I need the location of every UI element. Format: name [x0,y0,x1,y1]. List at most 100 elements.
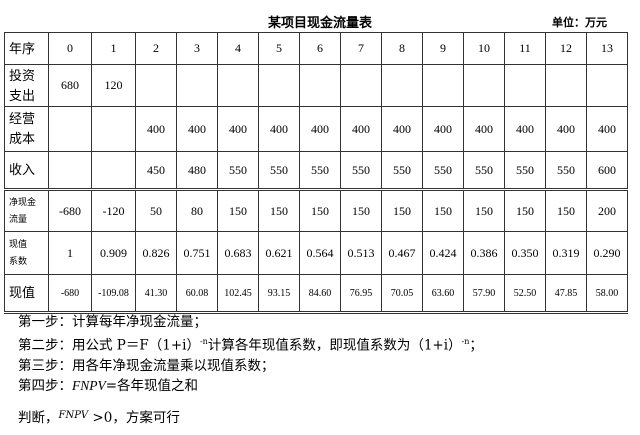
table-cell: 0 [48,32,92,65]
row-label-cell: 现值 [4,274,49,313]
step-2-text: 第二步：用公式 P＝F（1+i） [18,337,200,354]
table-cell: 0.621 [258,231,300,275]
table-cell [381,64,423,107]
table-cell: 63.60 [422,274,464,313]
table-cell: 150 [504,188,546,232]
table-row: 收入 450 480 550 550 550 550 550 550 550 550 550 600 [4,151,628,190]
table-cell [48,151,92,190]
table-title: 某项目现金流量表 [267,16,372,31]
judgement: 判断，FNPV >0，方案可行 [18,406,180,426]
table-cell: 400 [381,106,423,152]
table-cell: 0.467 [381,231,423,275]
row-label-cell: 净现金流量 [4,188,49,232]
table-cell: 93.15 [258,274,300,313]
table-cell: 47.85 [545,274,587,313]
step-4: 第四步：FNPV=各年现值之和 [18,376,483,396]
table-cell: 550 [299,151,341,190]
table-cell: 70.05 [381,274,423,313]
table-cell: 400 [586,106,628,152]
table-cell: 550 [381,151,423,190]
row-label-cell: 现值系数 [4,231,49,275]
table-cell: 60.08 [176,274,218,313]
row-label: 经营成本 [9,111,36,146]
table-cell: 58.00 [586,274,628,313]
table-cell: 9 [422,32,464,65]
table-cell: 400 [258,106,300,152]
table-cell: 7 [340,32,382,65]
unit-label: 单位：万元 [552,16,607,29]
table-cell [258,64,300,107]
table-cell: 150 [545,188,587,232]
table-cell [340,64,382,107]
table-cell: 0.319 [545,231,587,275]
table-cell [176,64,218,107]
table-cell: 12 [545,32,587,65]
table-cell: 76.95 [340,274,382,313]
table-cell: 150 [340,188,382,232]
step-1: 第一步：计算每年净现金流量； [18,314,207,330]
row-label: 年序 [9,40,36,56]
table-cell: 550 [463,151,505,190]
table-cell: 150 [463,188,505,232]
table-cell: 120 [91,64,136,107]
table-cell: 1 [91,32,136,65]
table-cell: 6 [299,32,341,65]
table-cell: 8 [381,32,423,65]
table-cell: 0.564 [299,231,341,275]
table-cell: 400 [176,106,218,152]
table-row: 经营成本 400 400 400 400 400 400 400 400 400 400 400 400 [4,106,628,152]
exponent: -n [199,337,208,346]
table-cell: 200 [586,188,628,232]
table-cell [48,106,92,152]
table-cell: 150 [299,188,341,232]
row-label-cell: 年序 [4,32,49,65]
table-cell: 41.30 [135,274,177,313]
exponent: -n [461,337,470,346]
judgement-text: 判断， [18,410,59,426]
table-cell: 0.513 [340,231,382,275]
table-cell: -120 [91,188,136,232]
table-cell: 11 [504,32,546,65]
table-cell: 400 [422,106,464,152]
table-cell [217,64,259,107]
table-cell: 150 [258,188,300,232]
table-cell: 0.683 [217,231,259,275]
table-cell: 2 [135,32,177,65]
step-3: 第三步：用各年净现金流量乘以现值系数； [18,357,275,374]
row-label-cell: 经营成本 [4,106,49,152]
table-cell: -680 [48,274,92,313]
step-4-text: 第四步： [18,377,72,394]
step-2-text: 计算各年现值系数，即现值系数为（1+i） [207,337,462,354]
table-cell [299,64,341,107]
row-label: 现值 [9,285,36,300]
table-cell: 13 [586,32,628,65]
table-cell: 3 [176,32,218,65]
table-cell: 150 [381,188,423,232]
table-cell: 400 [299,106,341,152]
table-cell: 550 [504,151,546,190]
table-cell: 550 [545,151,587,190]
table-cell: 400 [463,106,505,152]
table-cell: 550 [340,151,382,190]
table-cell [91,151,136,190]
row-label-cell: 收入 [4,151,49,190]
table-cell: 400 [545,106,587,152]
table-cell: 0.424 [422,231,464,275]
table-cell [91,106,136,152]
table-cell [586,64,628,107]
table-row: 投资支出 680 120 [4,64,628,107]
table-cell: 102.45 [217,274,259,313]
row-label: 净现金流量 [9,197,37,224]
table-cell [135,64,177,107]
step-2: 第二步：用公式 P＝F（1+i）-n计算各年现值系数，即现值系数为（1+i）-n… [18,332,483,356]
table-cell: 52.50 [504,274,546,313]
table-cell [463,64,505,107]
table-row: 现值 -680 -109.08 41.30 60.08 102.45 93.15 84.60 7… [4,274,628,313]
table-cell: 50 [135,188,177,232]
fnpv-var: FNPV [72,377,106,393]
table-cell: -109.08 [91,274,136,313]
table-row: 现值系数 1 0.909 0.826 0.751 0.683 0.621 0.564 0.513… [4,231,628,275]
table-cell: 57.90 [463,274,505,313]
table-cell [545,64,587,107]
table-cell: 400 [135,106,177,152]
